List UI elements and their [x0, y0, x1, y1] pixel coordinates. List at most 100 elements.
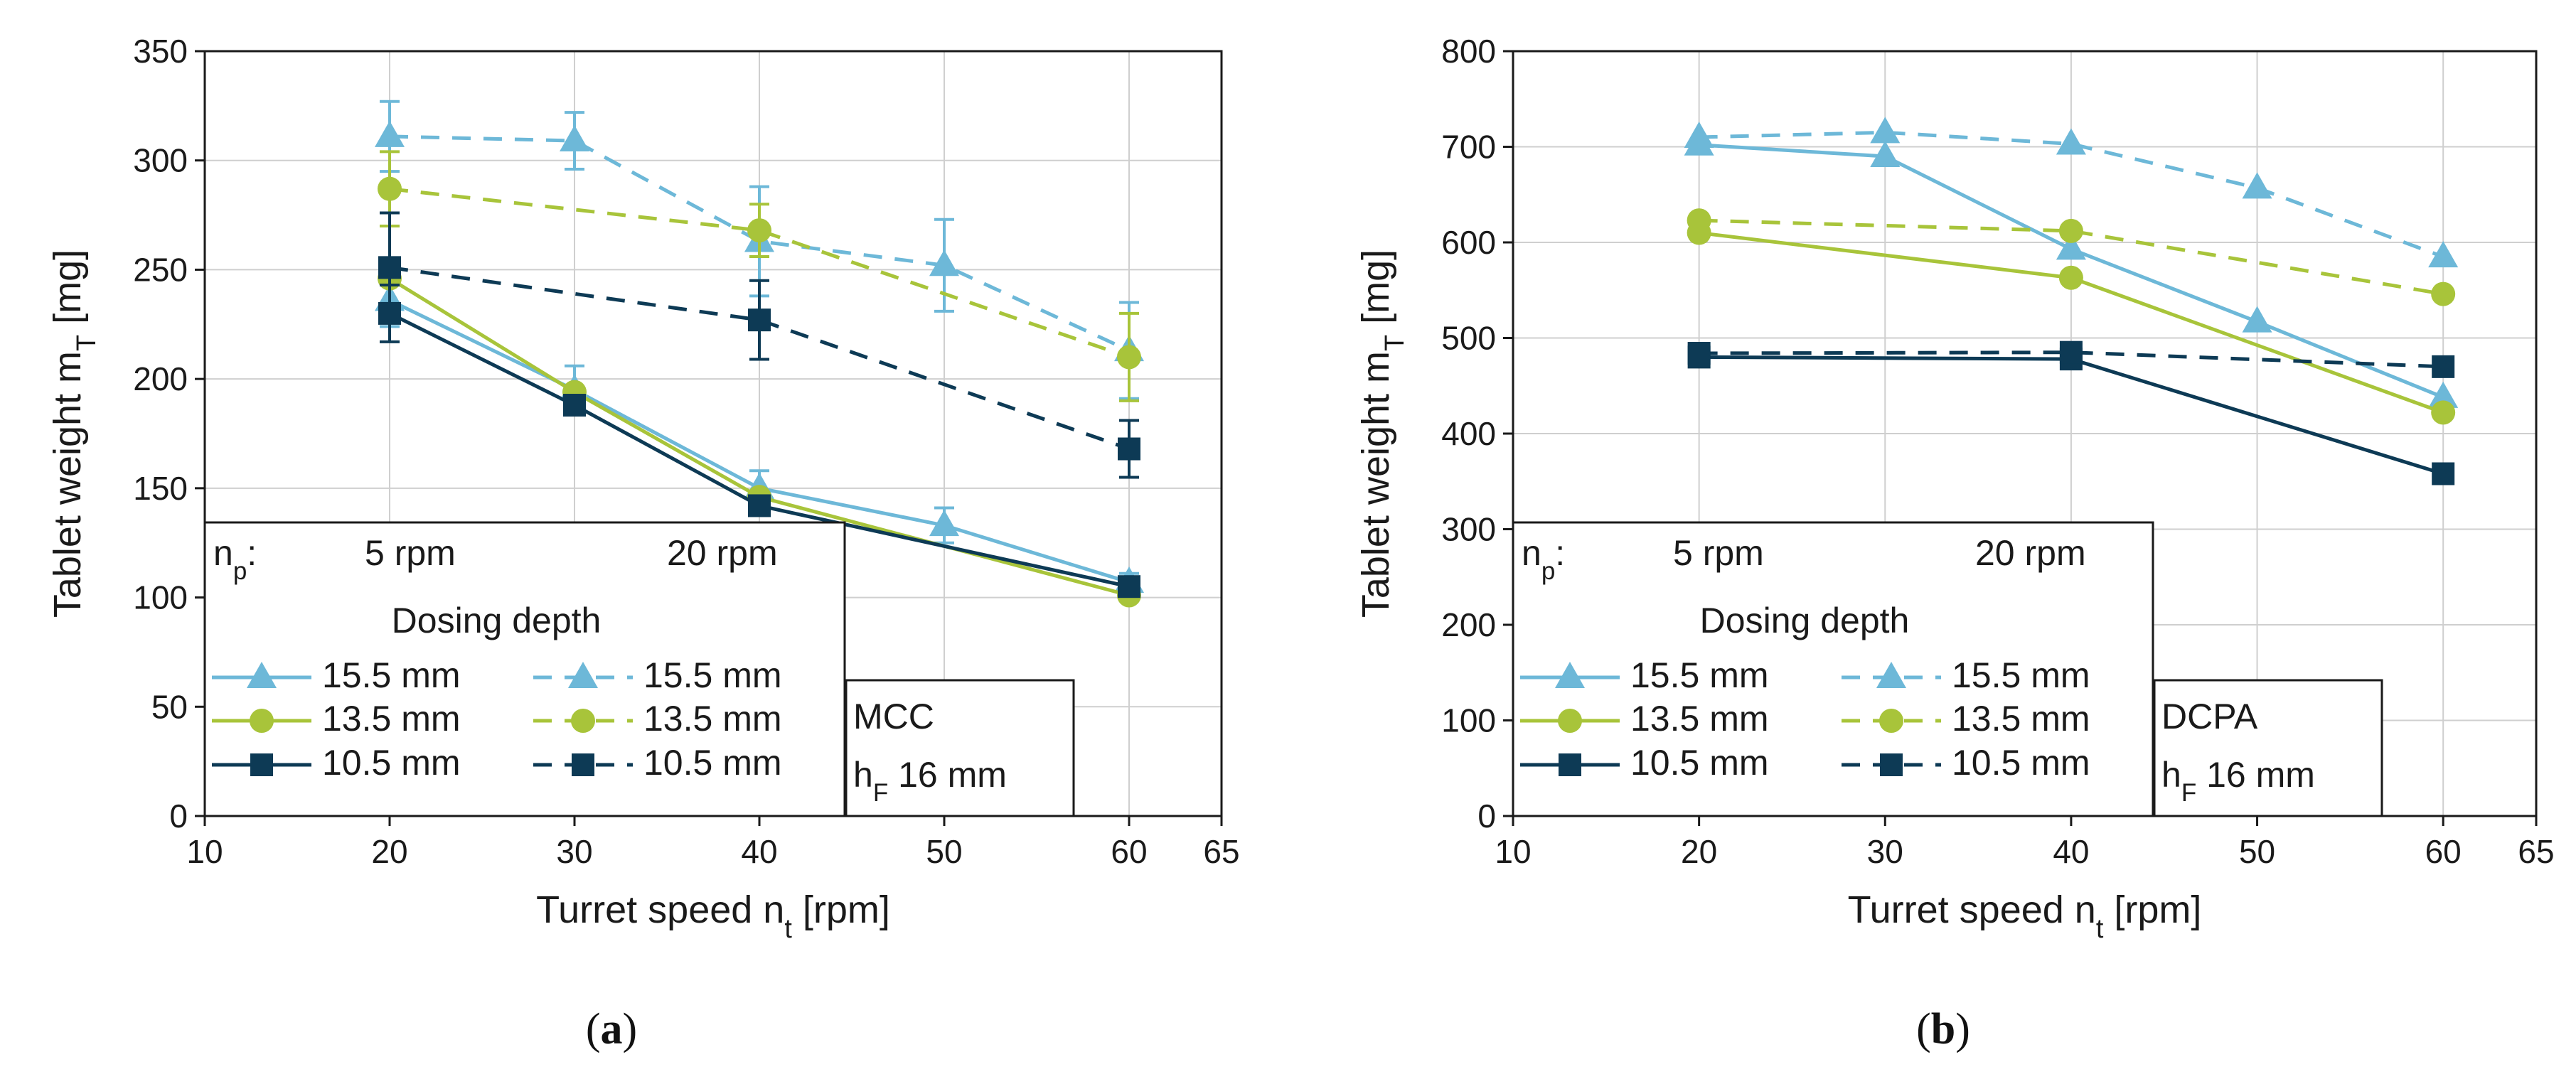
text-part: F [873, 779, 888, 807]
text-part: t [784, 914, 792, 944]
legend-dosing-title: Dosing depth [1700, 601, 1910, 640]
y-tick-label: 0 [169, 798, 188, 834]
legend-dosing-title: Dosing depth [392, 601, 602, 640]
data-point [378, 176, 402, 201]
legend-marker [571, 709, 595, 733]
panel-caption: (b) [1916, 1005, 1970, 1053]
y-tick-value: 800 [1441, 33, 1496, 70]
text-part: 15.5 mm [1952, 655, 2090, 695]
x-tick-value: 40 [2053, 833, 2089, 870]
legend-row-label: 15.5 mm [1952, 655, 2090, 695]
x-tick-value: 30 [1867, 833, 1903, 870]
legend-marker [247, 662, 277, 688]
text-part: ( [586, 1005, 601, 1053]
y-tick-value: 200 [1441, 606, 1496, 643]
data-point [2058, 218, 2083, 243]
y-tick-label: 200 [1441, 606, 1496, 643]
data-point [2056, 233, 2086, 260]
y-tick-value: 100 [1441, 702, 1496, 739]
text-part: F [2181, 779, 2196, 807]
y-tick-label: 0 [1477, 798, 1496, 834]
x-tick-value: 30 [556, 833, 592, 870]
legend-row-label: 13.5 mm [1952, 699, 2090, 739]
text-part: T [1380, 335, 1410, 351]
y-tick-value: 300 [133, 142, 188, 179]
data-point [1118, 437, 1140, 461]
fill-height-label: hF 16 mm [2161, 755, 2315, 807]
text-part: Turret speed n [536, 889, 784, 931]
legend-np-label: np: [1522, 533, 1565, 585]
x-tick-label: 30 [1867, 833, 1903, 870]
data-point [929, 249, 959, 277]
data-point [1687, 342, 1711, 365]
data-point [1118, 575, 1140, 598]
y-tick-value: 250 [133, 251, 188, 288]
text-part: ( [1916, 1005, 1931, 1053]
data-point [1117, 345, 1141, 370]
x-tick-label: 30 [556, 833, 592, 870]
data-point [2056, 128, 2086, 155]
y-axis-label: Tablet weight mT [mg] [46, 249, 102, 618]
panel-caption: (a) [586, 1005, 637, 1053]
data-point [1870, 140, 1901, 167]
x-tick-label: 50 [2239, 833, 2275, 870]
data-point [1870, 117, 1901, 144]
x-tick-value: 65 [2518, 833, 2554, 870]
x-axis-label: Turret speed nt [rpm] [536, 889, 890, 944]
y-tick-label: 350 [133, 33, 188, 70]
x-tick-label: 10 [186, 833, 223, 870]
y-tick-label: 150 [133, 470, 188, 507]
legend-col-20rpm: 20 rpm [1975, 533, 2086, 573]
x-tick-label: 60 [1111, 833, 1147, 870]
legend-marker [250, 753, 273, 776]
text-part: 16 mm [888, 755, 1007, 795]
text-part: Tablet weight m [46, 351, 89, 618]
series-line [389, 265, 1130, 451]
y-tick-label: 500 [1441, 320, 1496, 357]
material-name: MCC [853, 697, 934, 736]
legend-row-label: 10.5 mm [643, 743, 782, 783]
x-tick-label: 50 [926, 833, 962, 870]
data-point [2428, 381, 2459, 408]
legend-row-label: 13.5 mm [1630, 699, 1769, 739]
y-tick-label: 400 [1441, 415, 1496, 452]
text-part: p [1541, 557, 1555, 585]
legend-col-5rpm: 5 rpm [1673, 533, 1764, 573]
data-point [563, 394, 586, 417]
text-part: 10.5 mm [643, 743, 782, 783]
legend-row-label: 10.5 mm [1630, 743, 1769, 783]
legend-box [203, 521, 846, 817]
data-point [378, 256, 401, 279]
text-part: MCC [853, 697, 934, 736]
text-part: 16 mm [2196, 755, 2315, 795]
x-tick-value: 10 [1495, 833, 1531, 870]
text-part: T [72, 335, 102, 351]
material-name: DCPA [2161, 697, 2258, 736]
text-part: 13.5 mm [1952, 699, 2090, 739]
text-part: 15.5 mm [643, 655, 782, 695]
text-part: DCPA [2161, 697, 2258, 736]
x-tick-value: 60 [2425, 833, 2462, 870]
text-part: 20 rpm [667, 533, 778, 573]
series-line [388, 311, 1130, 589]
legend-row-label: 15.5 mm [322, 655, 461, 695]
text-part: 20 rpm [1975, 533, 2086, 573]
data-point [2432, 355, 2455, 378]
text-part: : [1555, 533, 1565, 573]
legend-box [1512, 521, 2154, 817]
text-part: Dosing depth [1700, 601, 1910, 640]
legend-col-5rpm: 5 rpm [365, 533, 456, 573]
y-tick-value: 100 [133, 579, 188, 616]
data-point [560, 125, 589, 152]
x-tick-label: 40 [741, 833, 777, 870]
data-point [2058, 265, 2083, 290]
text-part: : [247, 533, 257, 573]
chart-panel-a: 10 20 30 40 50 60 65 0 50 100 150 200 250 300 350 Turre… [46, 33, 1240, 1053]
fill-height-label: hF 16 mm [853, 755, 1007, 807]
data-point [2242, 172, 2272, 199]
legend-row-label: 15.5 mm [1630, 655, 1769, 695]
legend: np: 5 rpm 20 rpm Dosing depth 15.5 mm 15.5 mm… [203, 521, 846, 817]
legend-row-label: 13.5 mm [643, 699, 782, 739]
text-part: [rpm] [792, 889, 890, 931]
